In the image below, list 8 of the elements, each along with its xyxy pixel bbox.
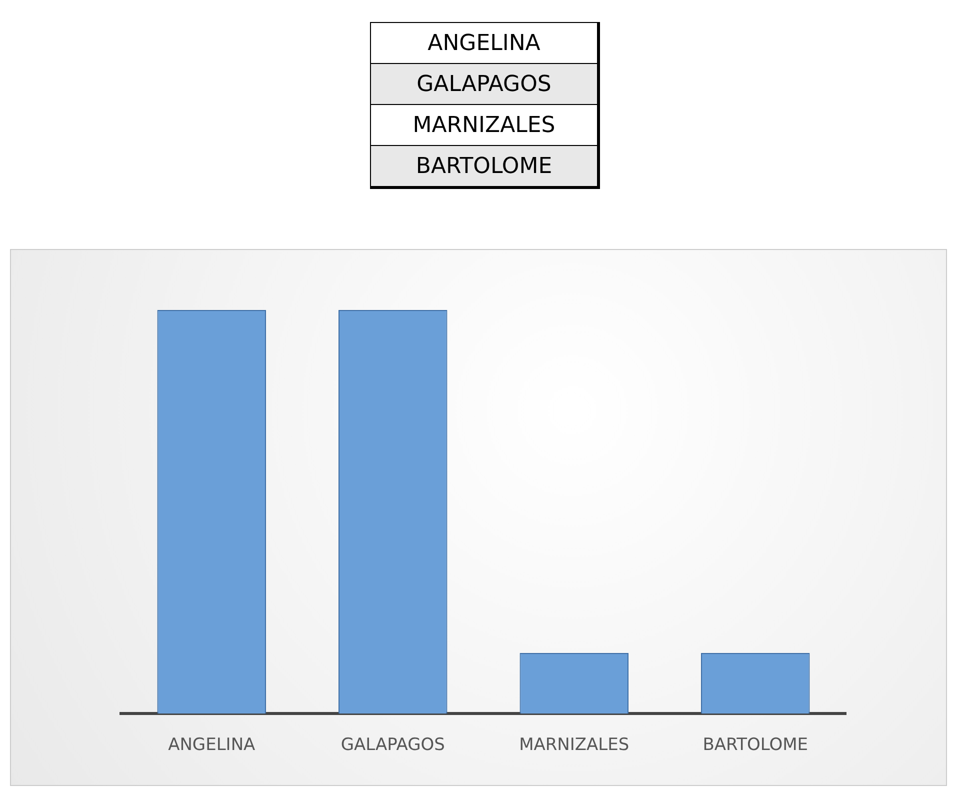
text: BARTOLOME bbox=[370, 146, 598, 188]
x-tick-label: ANGELINA bbox=[168, 735, 256, 756]
text: MARNIZALES bbox=[370, 104, 598, 146]
text: ANGELINA bbox=[370, 22, 598, 64]
x-tick-label: MARNIZALES bbox=[519, 735, 630, 756]
text: GALAPAGOS bbox=[370, 64, 598, 104]
x-tick-label: BARTOLOME bbox=[702, 735, 808, 756]
x-tick-label: GALAPAGOS bbox=[340, 735, 445, 756]
